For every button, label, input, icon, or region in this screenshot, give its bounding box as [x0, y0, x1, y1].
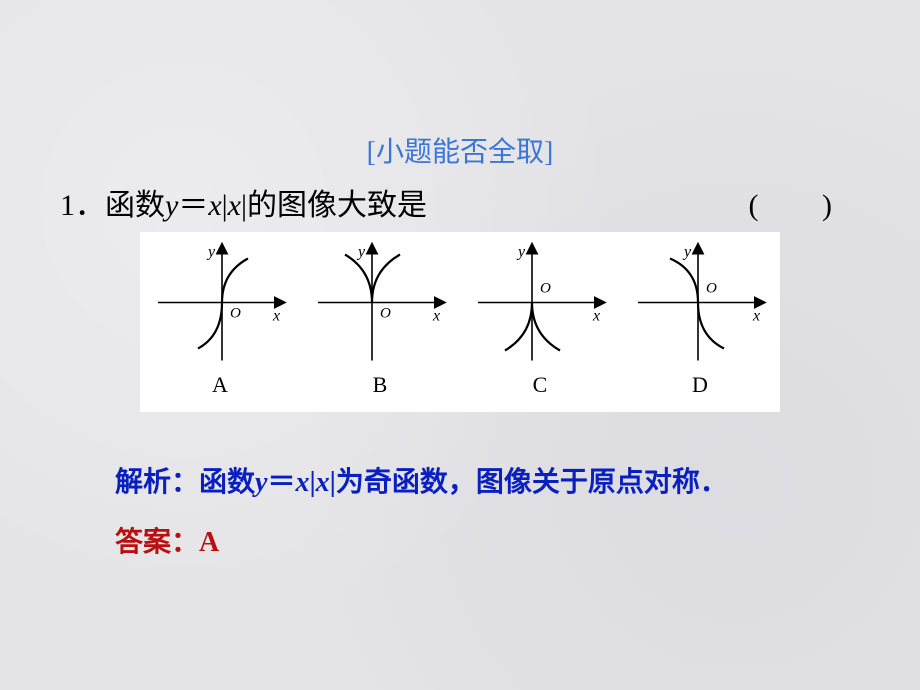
question-x1: x [208, 189, 221, 222]
chart-a-label: A [212, 372, 228, 398]
question-number: 1． [60, 189, 105, 222]
question-text: 1．函数y＝x|x|的图像大致是 [60, 180, 427, 224]
chart-b: y x O B [305, 238, 455, 398]
x-axis-label: x [752, 308, 760, 325]
origin-label: O [380, 306, 391, 322]
chart-d-label: D [692, 372, 708, 398]
origin-label: O [230, 306, 241, 322]
chart-c: y x O C [465, 238, 615, 398]
explanation-x1: x [295, 467, 309, 498]
chart-a-svg: y x O [150, 238, 290, 368]
chart-c-svg: y x O [470, 238, 610, 368]
explanation-prefix: 解析：函数 [115, 467, 255, 498]
explanation-y: y [255, 467, 267, 498]
question-eq: ＝ [178, 189, 208, 222]
y-axis-label: y [206, 244, 216, 261]
origin-label: O [706, 281, 717, 297]
answer-value: A [199, 527, 219, 558]
x-axis-label: x [432, 308, 440, 325]
curve [198, 259, 248, 349]
chart-d-svg: y x O [630, 238, 770, 368]
y-axis-label: y [356, 244, 366, 261]
chart-b-svg: y x O [310, 238, 450, 368]
question-y: y [165, 189, 178, 222]
question-paren: ( ) [749, 189, 860, 223]
chart-b-label: B [373, 372, 388, 398]
explanation-suffix: 为奇函数，图像关于原点对称． [336, 467, 728, 498]
y-axis-label: y [516, 244, 526, 261]
slide-content: [小题能否全取] 1．函数y＝x|x|的图像大致是 ( ) y x O [0, 0, 920, 690]
answer-label: 答案： [115, 527, 199, 558]
origin-label: O [540, 281, 551, 297]
explanation-eq: ＝ [267, 467, 295, 498]
question-line: 1．函数y＝x|x|的图像大致是 ( ) [60, 180, 860, 224]
explanation-x2: x [316, 467, 330, 498]
question-x2: x [228, 189, 241, 222]
answer-line: 答案：A [115, 520, 219, 560]
x-axis-label: x [272, 308, 280, 325]
y-axis-label: y [682, 244, 692, 261]
x-axis-label: x [592, 308, 600, 325]
question-prefix: 函数 [105, 189, 165, 222]
charts-strip: y x O A y x O B [140, 232, 780, 412]
section-title: [小题能否全取] [0, 130, 920, 170]
question-suffix: 的图像大致是 [247, 189, 427, 222]
chart-c-label: C [533, 372, 548, 398]
chart-d: y x O D [625, 238, 775, 398]
explanation-line: 解析：函数y＝x|x|为奇函数，图像关于原点对称． [115, 460, 728, 500]
chart-a: y x O A [145, 238, 295, 398]
curve [670, 259, 724, 349]
